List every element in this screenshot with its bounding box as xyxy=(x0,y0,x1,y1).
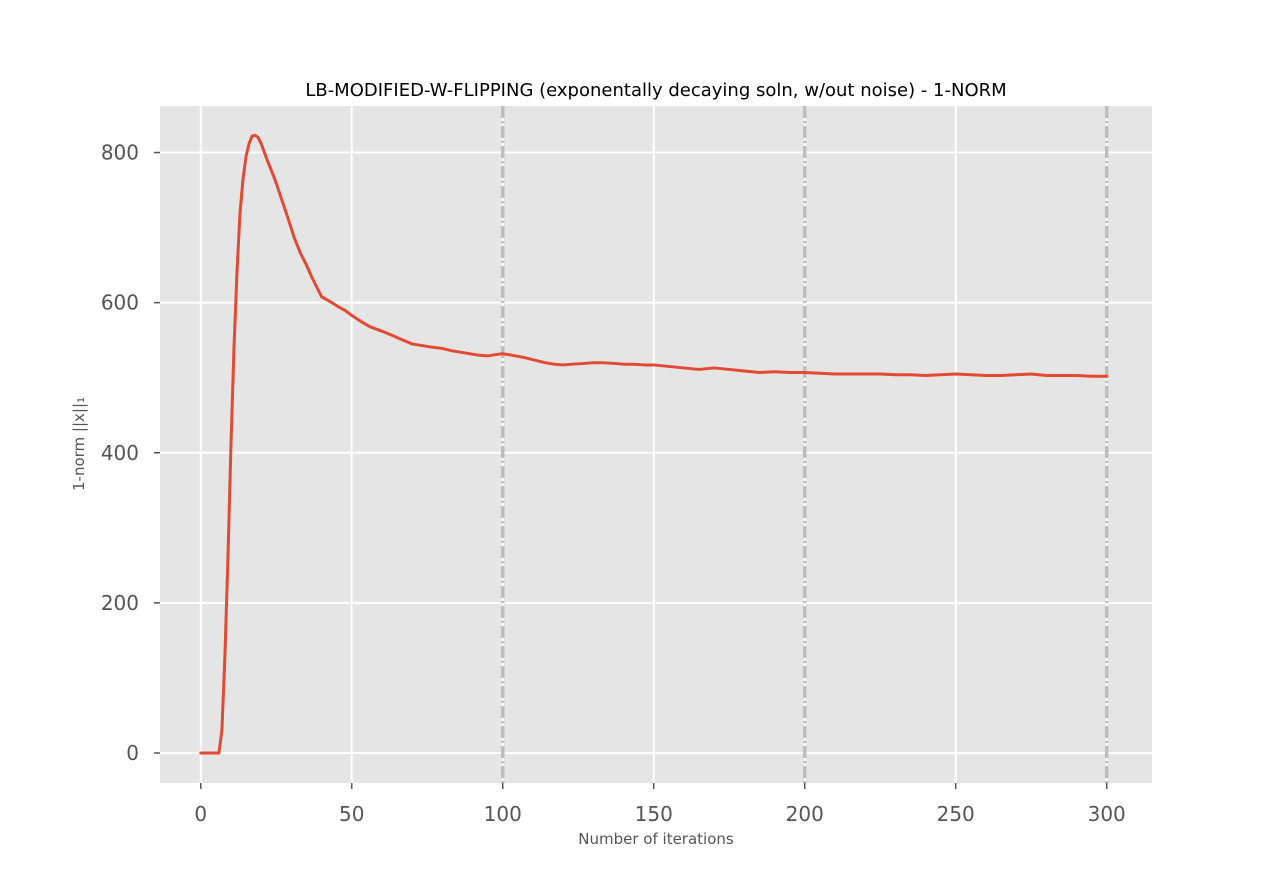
plot-area xyxy=(160,106,1152,783)
grid-lines xyxy=(160,106,1152,783)
x-axis-label: Number of iterations xyxy=(578,830,734,848)
y-tick-label: 800 xyxy=(101,141,139,165)
x-tick-label: 0 xyxy=(194,802,207,826)
x-tick-label: 150 xyxy=(635,802,673,826)
series-line xyxy=(199,133,1109,755)
chart-title: LB-MODIFIED-W-FLIPPING (exponentally dec… xyxy=(305,80,1006,101)
x-tick-label: 50 xyxy=(339,802,364,826)
x-tick-label: 100 xyxy=(484,802,522,826)
x-tick-label: 250 xyxy=(937,802,975,826)
y-axis-label: 1-norm ||x||₁ xyxy=(70,397,88,491)
y-tick-label: 400 xyxy=(101,441,139,465)
y-tick-label: 0 xyxy=(126,741,139,765)
iteration-markers xyxy=(500,106,1109,783)
axis-ticks: 0 50 100 150 200 250 300 0 200 400 600 800 xyxy=(101,141,1126,826)
y-tick-label: 600 xyxy=(101,291,139,315)
x-tick-label: 200 xyxy=(786,802,824,826)
series-layer xyxy=(199,133,1109,755)
y-tick-label: 200 xyxy=(101,591,139,615)
x-tick-label: 300 xyxy=(1088,802,1126,826)
